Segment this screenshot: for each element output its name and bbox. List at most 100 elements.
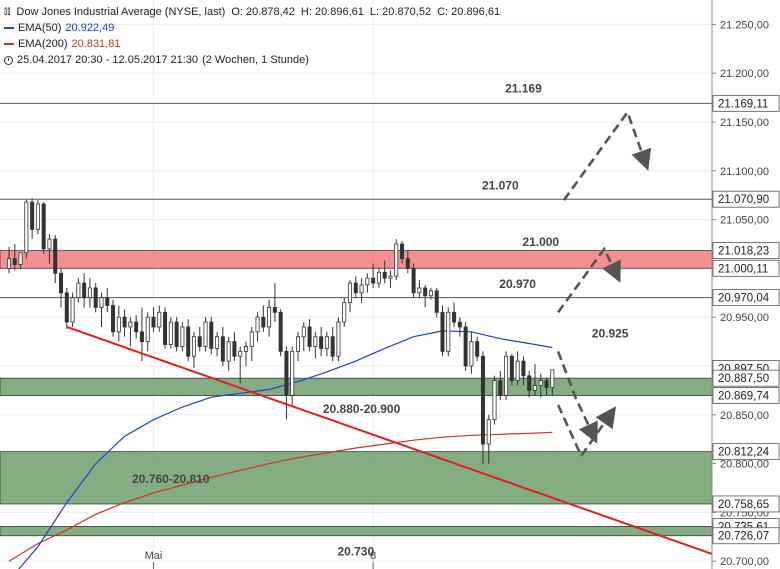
candle-87	[509, 354, 514, 386]
zone-resistance	[0, 250, 712, 269]
candle-body	[371, 277, 376, 284]
candle-69	[405, 250, 410, 274]
high-value: H: 20.896,61	[300, 6, 364, 18]
price-label-7: 20.869,74	[718, 391, 770, 403]
candle-18	[111, 299, 116, 337]
candle-body	[376, 271, 381, 284]
candle-2	[18, 252, 23, 270]
level-annotations: 21.169 21.070 21.000 20.970 20.925 20.880-20.…	[132, 82, 629, 559]
candle-47	[278, 309, 283, 357]
candle-body	[417, 287, 422, 294]
candle-body	[70, 297, 75, 323]
candle-body	[122, 316, 127, 328]
candlesticks	[7, 198, 555, 464]
candle-body	[457, 321, 462, 328]
candle-26	[157, 305, 162, 332]
candle-51	[301, 322, 306, 352]
x-tick-label-1: 8	[370, 550, 376, 562]
candle-body	[532, 385, 537, 391]
candle-66	[388, 270, 393, 288]
y-tick-label-1: 21.200,00	[720, 68, 769, 80]
candle-body	[105, 297, 110, 306]
candle-55	[324, 331, 329, 357]
annotation-6: 20.760-20.810	[132, 472, 210, 486]
candle-68	[400, 241, 405, 264]
candle-16	[99, 292, 104, 327]
candle-body	[469, 341, 474, 367]
price-label-box-9	[712, 495, 780, 513]
candle-63	[371, 263, 376, 288]
candle-34	[203, 317, 208, 352]
candle-41	[243, 341, 248, 366]
candle-10	[64, 287, 69, 329]
candle-body	[47, 238, 52, 250]
candle-81	[475, 336, 480, 362]
annotation-7: 20.730	[337, 544, 374, 558]
candle-body	[238, 350, 243, 357]
x-axis: Mai 8	[145, 550, 376, 569]
candle-body	[348, 282, 353, 303]
y-tick-label-4: 21.050,00	[720, 215, 769, 227]
candle-body	[139, 331, 144, 342]
legend-ohlc-row: ⫾⫾ Dow Jones Industrial Average (NYSE, l…	[4, 4, 506, 20]
open-value: O: 20.878,42	[231, 6, 295, 18]
price-label-2: 21.018,23	[718, 246, 769, 258]
candle-36	[215, 331, 220, 357]
candle-body	[128, 321, 133, 328]
candle-38	[226, 336, 231, 371]
y-tick-label-2: 21.150,00	[720, 117, 769, 129]
candle-14	[87, 278, 92, 308]
candle-body	[359, 284, 364, 294]
price-label-box-4	[712, 289, 780, 307]
candle-59	[348, 280, 353, 313]
price-label-box-11	[712, 527, 780, 545]
candle-93	[544, 377, 549, 396]
candle-52	[307, 319, 312, 352]
candle-body	[186, 326, 191, 357]
level-lines	[0, 102, 712, 397]
candle-body	[504, 355, 509, 396]
ema50-value: 20.922,49	[65, 22, 115, 34]
candle-4	[30, 198, 35, 240]
candle-23	[139, 307, 144, 362]
candle-body	[324, 336, 329, 349]
zone-support-middle	[0, 451, 712, 505]
candle-24	[145, 312, 150, 352]
candle-44	[261, 305, 266, 332]
candle-body	[452, 311, 457, 323]
candle-57	[336, 317, 341, 362]
candle-body	[30, 201, 35, 230]
candle-body	[111, 305, 116, 333]
price-label-box-2	[712, 242, 780, 260]
candle-body	[41, 203, 46, 250]
y-tick-label-0: 21.250,00	[720, 19, 769, 31]
annotation-2: 21.000	[522, 235, 559, 249]
candle-83	[486, 414, 491, 464]
candle-body	[538, 380, 543, 386]
candle-20	[122, 309, 127, 337]
candle-body	[405, 258, 410, 269]
legend-period-row: 25.04.2017 20:30 - 12.05.2017 21:30 (2 W…	[4, 52, 506, 68]
price-label-8: 20.812,24	[718, 447, 770, 459]
candle-body	[394, 243, 399, 277]
candle-body	[174, 321, 179, 347]
candle-1	[12, 243, 17, 271]
candle-90	[527, 370, 532, 398]
candle-86	[504, 351, 509, 401]
candle-6	[41, 202, 46, 254]
candle-body	[116, 316, 121, 333]
candle-body	[486, 419, 491, 445]
ema200-line	[8, 431, 553, 562]
candle-body	[278, 311, 283, 352]
candle-0	[7, 246, 12, 274]
candle-body	[428, 290, 433, 297]
candle-body	[388, 275, 393, 279]
candle-body	[7, 258, 12, 269]
candle-74	[434, 287, 439, 318]
candle-78	[457, 317, 462, 337]
candle-body	[498, 380, 503, 396]
annotation-4: 20.925	[592, 327, 629, 341]
candle-60	[353, 276, 358, 298]
candle-65	[382, 260, 387, 284]
